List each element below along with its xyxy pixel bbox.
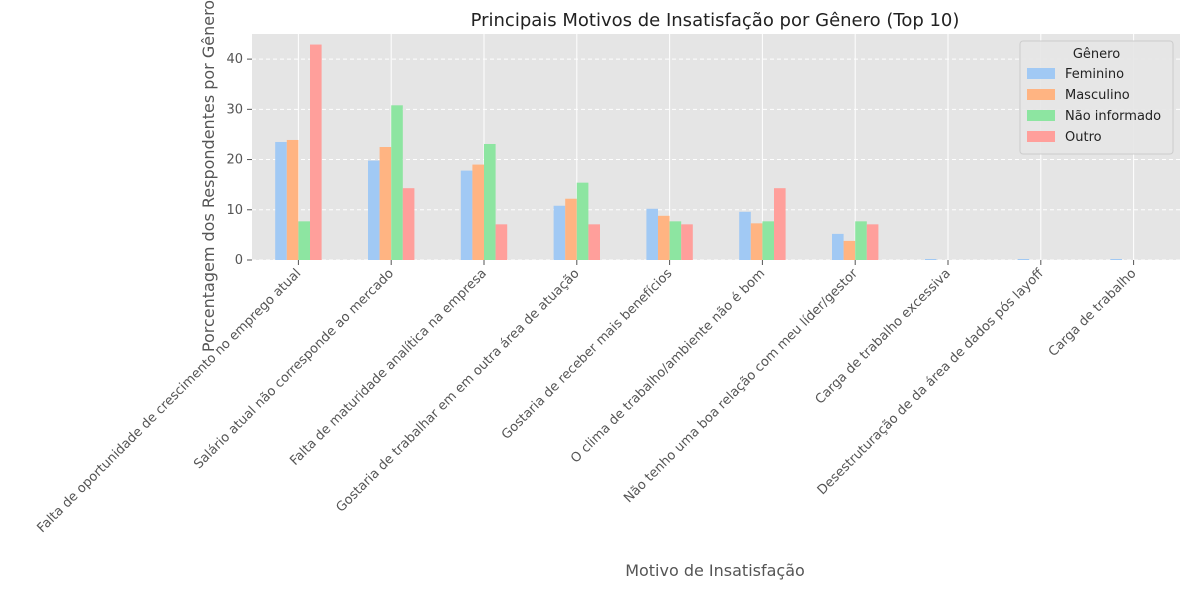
y-axis-label: Porcentagem dos Respondentes por Gênero <box>199 0 218 352</box>
bar-masculino-5 <box>750 223 763 260</box>
legend-label-1: Masculino <box>1065 88 1130 103</box>
bar-não-informado-5 <box>762 221 774 260</box>
bar-não-informado-4 <box>669 221 682 260</box>
bar-masculino-3 <box>565 198 577 260</box>
x-tick-label: O clima de trabalho/ambiente não é bom <box>568 266 768 466</box>
bar-outro-4 <box>681 224 693 260</box>
x-tick-label: Carga de trabalho <box>1046 266 1140 360</box>
y-tick-label: 0 <box>235 253 243 268</box>
bar-feminino-6 <box>832 233 844 260</box>
legend-title: Gênero <box>1073 47 1120 62</box>
legend-box <box>1019 40 1174 155</box>
bar-outro-1 <box>402 188 415 260</box>
x-axis-label: Motivo de Insatisfação <box>625 561 805 580</box>
x-tick-label: Gostaria de receber mais benefícios <box>499 266 676 443</box>
legend-swatch-2 <box>1027 110 1055 121</box>
x-tick-label: Salário atual não corresponde ao mercado <box>191 266 397 472</box>
y-tick-label: 20 <box>226 153 243 168</box>
bar-feminino-3 <box>553 205 566 260</box>
chart-title: Principais Motivos de Insatisfação por G… <box>471 10 960 31</box>
bar-outro-6 <box>866 224 879 260</box>
y-tick-label: 10 <box>226 203 243 218</box>
bar-feminino-4 <box>646 208 658 260</box>
bar-não-informado-1 <box>391 105 403 260</box>
legend-label-3: Outro <box>1065 130 1102 145</box>
bar-feminino-8 <box>1017 258 1030 260</box>
bar-outro-3 <box>588 224 600 260</box>
y-tick-label: 40 <box>226 52 243 67</box>
bar-não-informado-0 <box>298 221 310 260</box>
bar-masculino-4 <box>658 215 670 260</box>
bar-outro-2 <box>495 224 508 260</box>
bar-não-informado-6 <box>855 221 867 260</box>
legend-swatch-3 <box>1027 131 1055 142</box>
bar-outro-0 <box>310 44 322 261</box>
y-tick-label: 30 <box>226 102 243 117</box>
legend-swatch-0 <box>1027 68 1055 79</box>
bar-feminino-0 <box>275 141 287 260</box>
bar-não-informado-3 <box>576 182 589 260</box>
bar-feminino-7 <box>924 258 937 260</box>
bar-outro-5 <box>774 188 786 260</box>
bar-feminino-9 <box>1110 258 1122 260</box>
legend-swatch-1 <box>1027 89 1055 100</box>
bar-não-informado-2 <box>484 143 496 260</box>
bar-feminino-2 <box>460 170 473 260</box>
x-tick-label: Falta de maturidade analítica na empresa <box>287 266 489 468</box>
bar-masculino-0 <box>286 139 299 260</box>
legend: Gênero Feminino Masculino Não informado Outr… <box>1019 40 1174 155</box>
bar-masculino-2 <box>472 164 484 260</box>
legend-label-0: Feminino <box>1065 67 1124 82</box>
bar-feminino-5 <box>739 211 751 260</box>
legend-label-2: Não informado <box>1065 109 1161 124</box>
bar-feminino-1 <box>368 160 380 260</box>
bar-masculino-6 <box>843 240 856 260</box>
x-tick-label: Desestruturação de da área de dados pós … <box>815 265 1048 498</box>
bar-masculino-1 <box>379 147 392 260</box>
